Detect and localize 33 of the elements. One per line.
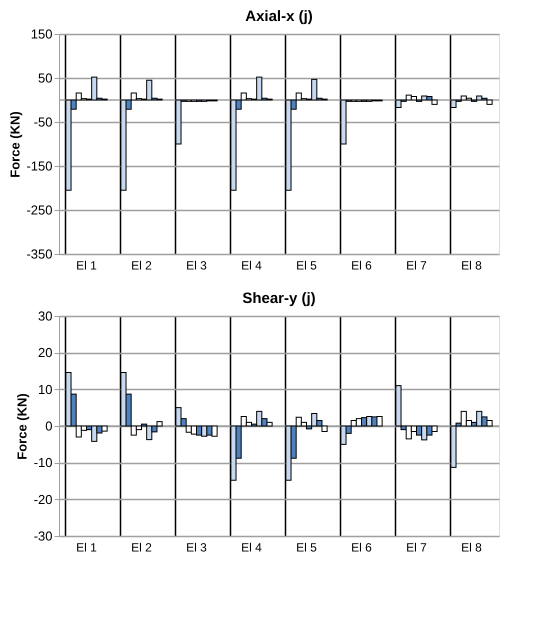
y-tick-label: -10	[34, 455, 52, 470]
x-tick-label: El 4	[241, 258, 262, 272]
x-tick-label: El 1	[76, 258, 98, 272]
x-tick-label: El 5	[296, 258, 318, 272]
x-tick-label: El 7	[406, 258, 428, 272]
x-tick-label: El 3	[186, 540, 208, 554]
x-tick-label: El 2	[131, 540, 152, 554]
y-tick-label: -20	[34, 492, 52, 507]
x-tick-label: El 5	[296, 540, 318, 554]
chart-title: Axial-x (j)	[245, 8, 313, 25]
y-axis-title: Force (KN)	[14, 393, 30, 460]
x-tick-label: El 6	[351, 258, 372, 272]
y-tick-label: -250	[26, 202, 52, 218]
y-tick-label: 0	[45, 418, 52, 434]
x-tick-label: El 3	[186, 258, 208, 272]
x-tick-label: El 6	[351, 540, 372, 554]
y-tick-label: 150	[30, 26, 52, 42]
y-tick-label: 50	[38, 70, 52, 86]
y-tick-label: -150	[26, 158, 52, 174]
y-tick-label: 30	[38, 308, 52, 324]
x-tick-label: El 1	[76, 540, 98, 554]
y-tick-label: -30	[34, 528, 52, 544]
chart-title: Shear-y (j)	[242, 290, 316, 307]
y-tick-label: -350	[26, 246, 52, 262]
y-tick-label: 20	[38, 345, 52, 360]
x-tick-label: El 8	[461, 258, 482, 272]
y-axis-title: Force (KN)	[7, 111, 22, 178]
y-tick-label: 10	[38, 382, 52, 397]
x-tick-label: El 4	[241, 540, 262, 554]
y-tick-label: -50	[34, 114, 52, 130]
x-tick-label: El 8	[461, 540, 482, 554]
x-tick-label: El 2	[131, 258, 152, 272]
x-tick-label: El 7	[406, 540, 428, 554]
